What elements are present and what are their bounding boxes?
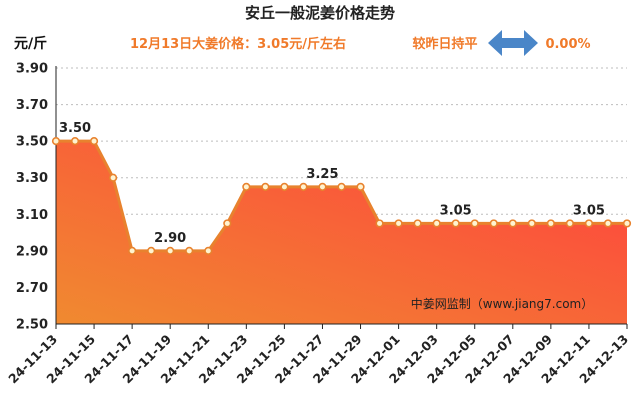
data-point <box>128 246 137 255</box>
data-point <box>51 137 61 146</box>
data-point <box>299 182 308 191</box>
data-point <box>337 182 346 191</box>
y-tick-label: 3.10 <box>16 208 48 223</box>
data-point <box>432 219 441 228</box>
data-point <box>166 246 175 255</box>
data-point <box>147 246 156 255</box>
data-point <box>223 219 232 228</box>
data-point <box>413 219 422 228</box>
y-tick-label: 2.90 <box>16 244 48 259</box>
data-point <box>565 219 575 228</box>
data-point <box>261 182 270 191</box>
axes <box>55 66 627 325</box>
data-point <box>356 182 365 191</box>
data-point <box>89 137 99 146</box>
change-label: 较昨日持平 <box>412 36 477 52</box>
watermark: 中姜网监制（www.jiang7.com） <box>411 296 593 311</box>
data-point <box>318 182 327 191</box>
data-point <box>185 246 194 255</box>
data-point <box>470 219 479 228</box>
data-point <box>204 246 213 255</box>
data-point <box>622 219 632 228</box>
double-arrow-icon <box>488 30 538 56</box>
unit-label: 元/斤 <box>14 35 47 52</box>
data-point <box>394 219 403 228</box>
y-tick-label: 2.70 <box>16 281 48 296</box>
data-point <box>508 219 517 228</box>
data-point <box>451 219 460 228</box>
data-labels: 3.50 2.90 3.25 3.05 3.05 <box>59 121 605 246</box>
y-axis-ticks: 2.50 2.70 2.90 3.10 3.30 3.50 3.70 3.90 <box>16 62 48 333</box>
y-tick-label: 3.50 <box>16 135 48 150</box>
data-point <box>527 219 536 228</box>
y-tick-label: 3.90 <box>16 62 48 77</box>
chart-title: 安丘一般泥姜价格走势 <box>245 4 395 22</box>
data-points <box>51 137 632 255</box>
area-fill <box>56 141 627 324</box>
y-tick-label: 3.30 <box>16 171 48 186</box>
data-point <box>242 182 251 191</box>
data-point <box>70 137 80 146</box>
data-label: 2.90 <box>154 231 186 246</box>
data-label: 3.05 <box>573 203 605 218</box>
data-point <box>489 219 498 228</box>
y-tick-label: 3.70 <box>16 98 48 113</box>
change-value: 0.00% <box>545 37 590 52</box>
data-point <box>375 219 384 228</box>
price-note: 12月13日大姜价格：3.05元/斤左右 <box>130 36 346 52</box>
data-point <box>108 173 118 182</box>
data-point <box>603 219 613 228</box>
y-tick-label: 2.50 <box>16 318 48 333</box>
x-axis-ticks: 24-11-1324-11-1524-11-1724-11-1924-11-21… <box>5 324 631 386</box>
data-point <box>584 219 594 228</box>
data-label: 3.50 <box>59 121 91 136</box>
data-point <box>280 182 289 191</box>
data-point <box>546 219 555 228</box>
data-label: 3.05 <box>440 203 472 218</box>
data-label: 3.25 <box>306 167 338 182</box>
